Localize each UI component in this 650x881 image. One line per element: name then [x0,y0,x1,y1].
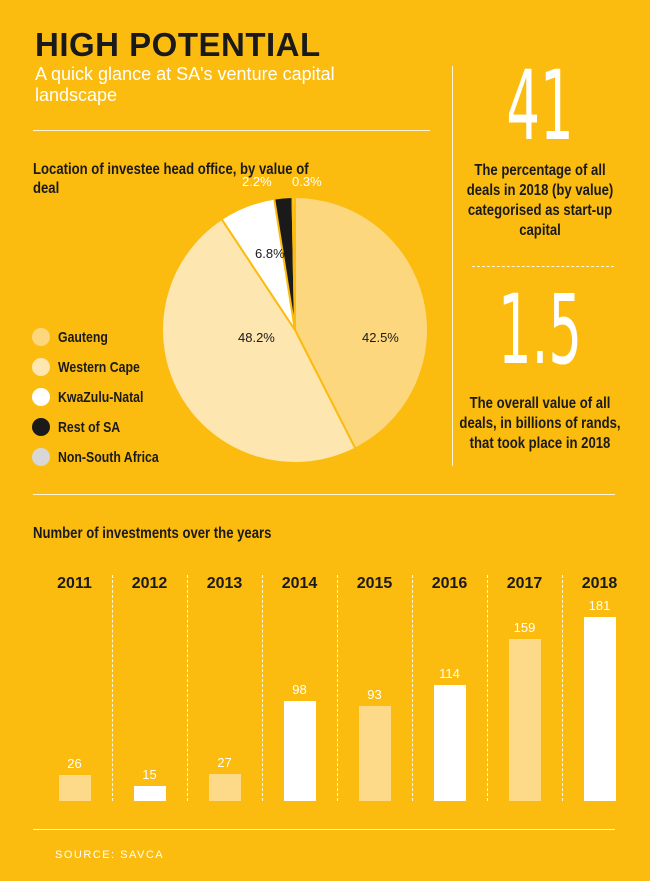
pie-slice-non-south-africa [291,195,296,331]
page-title: HIGH POTENTIAL [35,26,321,63]
bar-2015 [358,706,391,801]
bar-column-separator [187,575,188,801]
page-subtitle: A quick glance at SA's venture capital l… [35,64,335,105]
pie-chart: 42.5% 48.2% 6.8% 2.2% 0.3% [161,174,429,464]
bar-value-label: 98 [292,682,307,697]
bar-column-separator [337,575,338,801]
bar-column-separator [487,575,488,801]
legend-label-rest-of-sa: Rest of SA [58,418,121,436]
legend-swatch-non-south-africa [32,448,50,466]
bar-value-label: 27 [217,755,232,770]
bar-year-label: 2016 [431,575,468,592]
bar-chart-title: Number of investments over the years [33,525,272,542]
pie-value-label-gauteng: 42.5% [362,330,399,345]
bar-value-label: 93 [367,687,382,702]
legend-item-gauteng: Gauteng [32,326,119,348]
bar-2018 [583,617,616,801]
legend-item-western-cape: Western Cape [32,356,158,378]
pie-legend: Gauteng Western Cape KwaZulu-Natal Rest of … [0,0,159,466]
footer-divider [33,829,615,830]
pie-value-label-rest-of-sa: 2.2% [242,174,272,189]
legend-swatch-western-cape [32,358,50,376]
legend-item-rest-of-sa: Rest of SA [32,416,134,438]
bar-year-label: 2012 [131,575,168,592]
legend-swatch-gauteng [32,328,50,346]
bar-year-label: 2014 [281,575,318,592]
legend-swatch-kwazulu-natal [32,388,50,406]
legend-label-gauteng: Gauteng [58,328,108,346]
bar-2014 [283,701,316,801]
legend-label-western-cape: Western Cape [58,358,140,376]
stat-number-value: 1.5 [498,274,582,386]
stat-text-value: The overall value of all deals, in billi… [459,395,621,452]
pie-chart-title: Location of investee head office, by val… [33,161,309,197]
bar-year-label: 2013 [206,575,243,592]
bar-2017 [508,639,541,801]
bar-value-label: 114 [439,666,460,681]
bar-year-label: 2011 [57,575,92,592]
bar-column-separator [112,575,113,801]
pie-value-label-western-cape: 48.2% [238,330,275,345]
header-divider [33,130,430,131]
legend-item-non-south-africa: Non-South Africa [32,446,181,468]
bar-column-separator [562,575,563,801]
pie-slice-western-cape [161,217,357,464]
bar-2012 [133,786,166,801]
bar-value-label: 159 [513,620,536,635]
bar-column-separator [412,575,413,801]
pie-slice-gauteng [294,195,429,450]
stats-dashed-divider [472,266,614,267]
source-note: SOURCE: SAVCA [55,849,165,861]
bar-year-label: 2015 [356,575,393,592]
stats-divider [452,66,453,466]
bar-value-label: 181 [588,598,611,613]
bar-2013 [208,774,241,801]
legend-label-non-south-africa: Non-South Africa [58,448,159,466]
legend-label-kwazulu-natal: KwaZulu-Natal [58,388,144,406]
pie-value-label-kwazulu-natal: 6.8% [255,246,285,261]
stat-text-start-up: The percentage of all deals in 2018 (by … [466,162,614,239]
section-divider [33,494,615,495]
pie-value-label-non-south-africa: 0.3% [292,174,322,189]
bar-year-label: 2017 [506,575,543,592]
bar-2011 [58,775,91,801]
bar-column-separator [262,575,263,801]
bar-2016 [433,685,466,801]
legend-swatch-rest-of-sa [32,418,50,436]
bar-year-label: 2018 [581,575,618,592]
stat-number-start-up: 41 [506,50,574,162]
legend-item-kwazulu-natal: KwaZulu-Natal [32,386,162,408]
bar-value-label: 26 [67,756,82,771]
bar-value-label: 15 [142,767,157,782]
